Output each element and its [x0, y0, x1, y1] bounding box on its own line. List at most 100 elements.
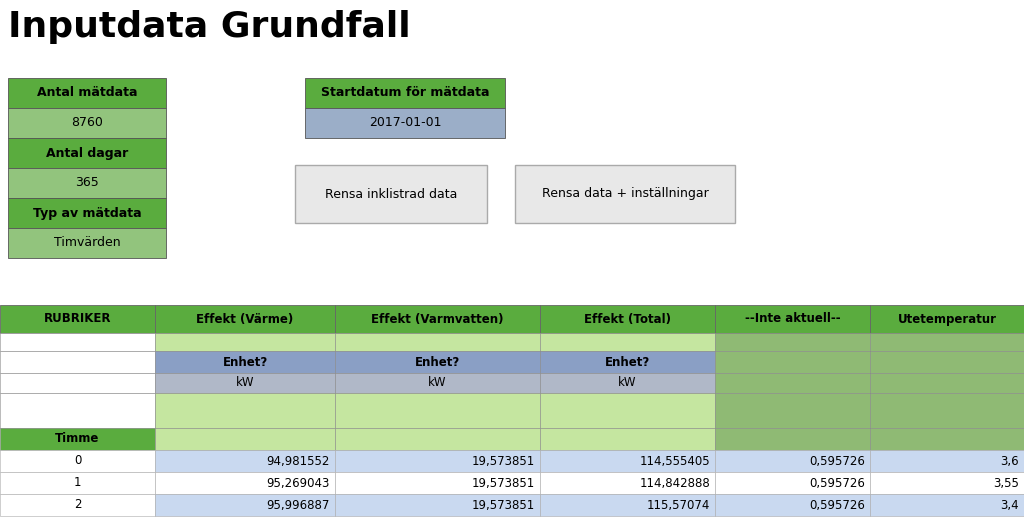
Bar [0, 305, 155, 333]
Text: Antal mätdata: Antal mätdata [37, 86, 137, 100]
Bar [155, 428, 335, 450]
Bar [0, 494, 155, 516]
Text: Effekt (Värme): Effekt (Värme) [197, 313, 294, 326]
Text: 0,595726: 0,595726 [809, 499, 865, 512]
Bar [335, 333, 540, 351]
Text: 2017-01-01: 2017-01-01 [369, 116, 441, 130]
Text: 2: 2 [74, 499, 81, 512]
Bar [335, 494, 540, 516]
Text: 95,269043: 95,269043 [266, 476, 330, 490]
Text: Inputdata Grundfall: Inputdata Grundfall [8, 10, 411, 44]
Bar [305, 108, 505, 138]
Bar [540, 428, 715, 450]
Bar [870, 333, 1024, 351]
Text: 3,55: 3,55 [993, 476, 1019, 490]
Text: kW: kW [618, 376, 637, 389]
Bar [335, 472, 540, 494]
Text: 94,981552: 94,981552 [266, 454, 330, 467]
Bar [870, 428, 1024, 450]
Bar [715, 351, 870, 373]
Text: Rensa data + inställningar: Rensa data + inställningar [542, 188, 709, 200]
Text: --Inte aktuell--: --Inte aktuell-- [744, 313, 841, 326]
Text: Antal dagar: Antal dagar [46, 147, 128, 160]
Text: 1: 1 [74, 476, 81, 490]
Bar [155, 472, 335, 494]
Text: 3,4: 3,4 [1000, 499, 1019, 512]
Bar [0, 333, 155, 351]
Bar [0, 472, 155, 494]
Text: Timvärden: Timvärden [53, 237, 120, 249]
Text: 114,842888: 114,842888 [639, 476, 710, 490]
Text: 0,595726: 0,595726 [809, 454, 865, 467]
Bar [335, 450, 540, 472]
Text: 114,555405: 114,555405 [639, 454, 710, 467]
Text: Effekt (Total): Effekt (Total) [584, 313, 671, 326]
Bar [870, 351, 1024, 373]
Bar [870, 494, 1024, 516]
Text: 19,573851: 19,573851 [472, 454, 535, 467]
Bar [295, 165, 487, 223]
Bar [335, 428, 540, 450]
Bar [715, 472, 870, 494]
Text: Typ av mätdata: Typ av mätdata [33, 207, 141, 220]
Bar [155, 305, 335, 333]
Bar [870, 305, 1024, 333]
Text: RUBRIKER: RUBRIKER [44, 313, 112, 326]
Bar [335, 305, 540, 333]
Bar [540, 450, 715, 472]
Text: kW: kW [428, 376, 446, 389]
Bar [8, 138, 166, 168]
Bar [155, 351, 335, 373]
Bar [8, 198, 166, 228]
Bar [870, 393, 1024, 428]
Bar [335, 373, 540, 393]
Bar [0, 393, 155, 428]
Text: 0,595726: 0,595726 [809, 476, 865, 490]
Text: Startdatum för mätdata: Startdatum för mätdata [321, 86, 489, 100]
Bar [540, 373, 715, 393]
Bar [305, 78, 505, 108]
Bar [715, 494, 870, 516]
Bar [540, 351, 715, 373]
Text: Timme: Timme [55, 433, 99, 445]
Bar [515, 165, 735, 223]
Bar [8, 108, 166, 138]
Bar [540, 333, 715, 351]
Text: Effekt (Varmvatten): Effekt (Varmvatten) [372, 313, 504, 326]
Bar [715, 305, 870, 333]
Text: Enhet?: Enhet? [605, 356, 650, 368]
Text: 0: 0 [74, 454, 81, 467]
Text: 19,573851: 19,573851 [472, 499, 535, 512]
Bar [715, 428, 870, 450]
Bar [715, 393, 870, 428]
Bar [335, 351, 540, 373]
Bar [0, 351, 155, 373]
Bar [8, 228, 166, 258]
Bar [540, 393, 715, 428]
Bar [715, 373, 870, 393]
Bar [715, 333, 870, 351]
Text: Rensa inklistrad data: Rensa inklistrad data [325, 188, 457, 200]
Bar [155, 373, 335, 393]
Text: Enhet?: Enhet? [222, 356, 267, 368]
Bar [870, 472, 1024, 494]
Text: 115,57074: 115,57074 [646, 499, 710, 512]
Text: 8760: 8760 [71, 116, 103, 130]
Bar [335, 393, 540, 428]
Text: 95,996887: 95,996887 [266, 499, 330, 512]
Bar [155, 333, 335, 351]
Bar [155, 494, 335, 516]
Bar [8, 168, 166, 198]
Text: Utetemperatur: Utetemperatur [897, 313, 996, 326]
Text: 365: 365 [75, 177, 99, 190]
Text: kW: kW [236, 376, 254, 389]
Bar [155, 450, 335, 472]
Bar [540, 305, 715, 333]
Bar [715, 450, 870, 472]
Bar [540, 472, 715, 494]
Bar [870, 373, 1024, 393]
Bar [0, 373, 155, 393]
Text: 3,6: 3,6 [1000, 454, 1019, 467]
Bar [540, 494, 715, 516]
Text: Enhet?: Enhet? [415, 356, 460, 368]
